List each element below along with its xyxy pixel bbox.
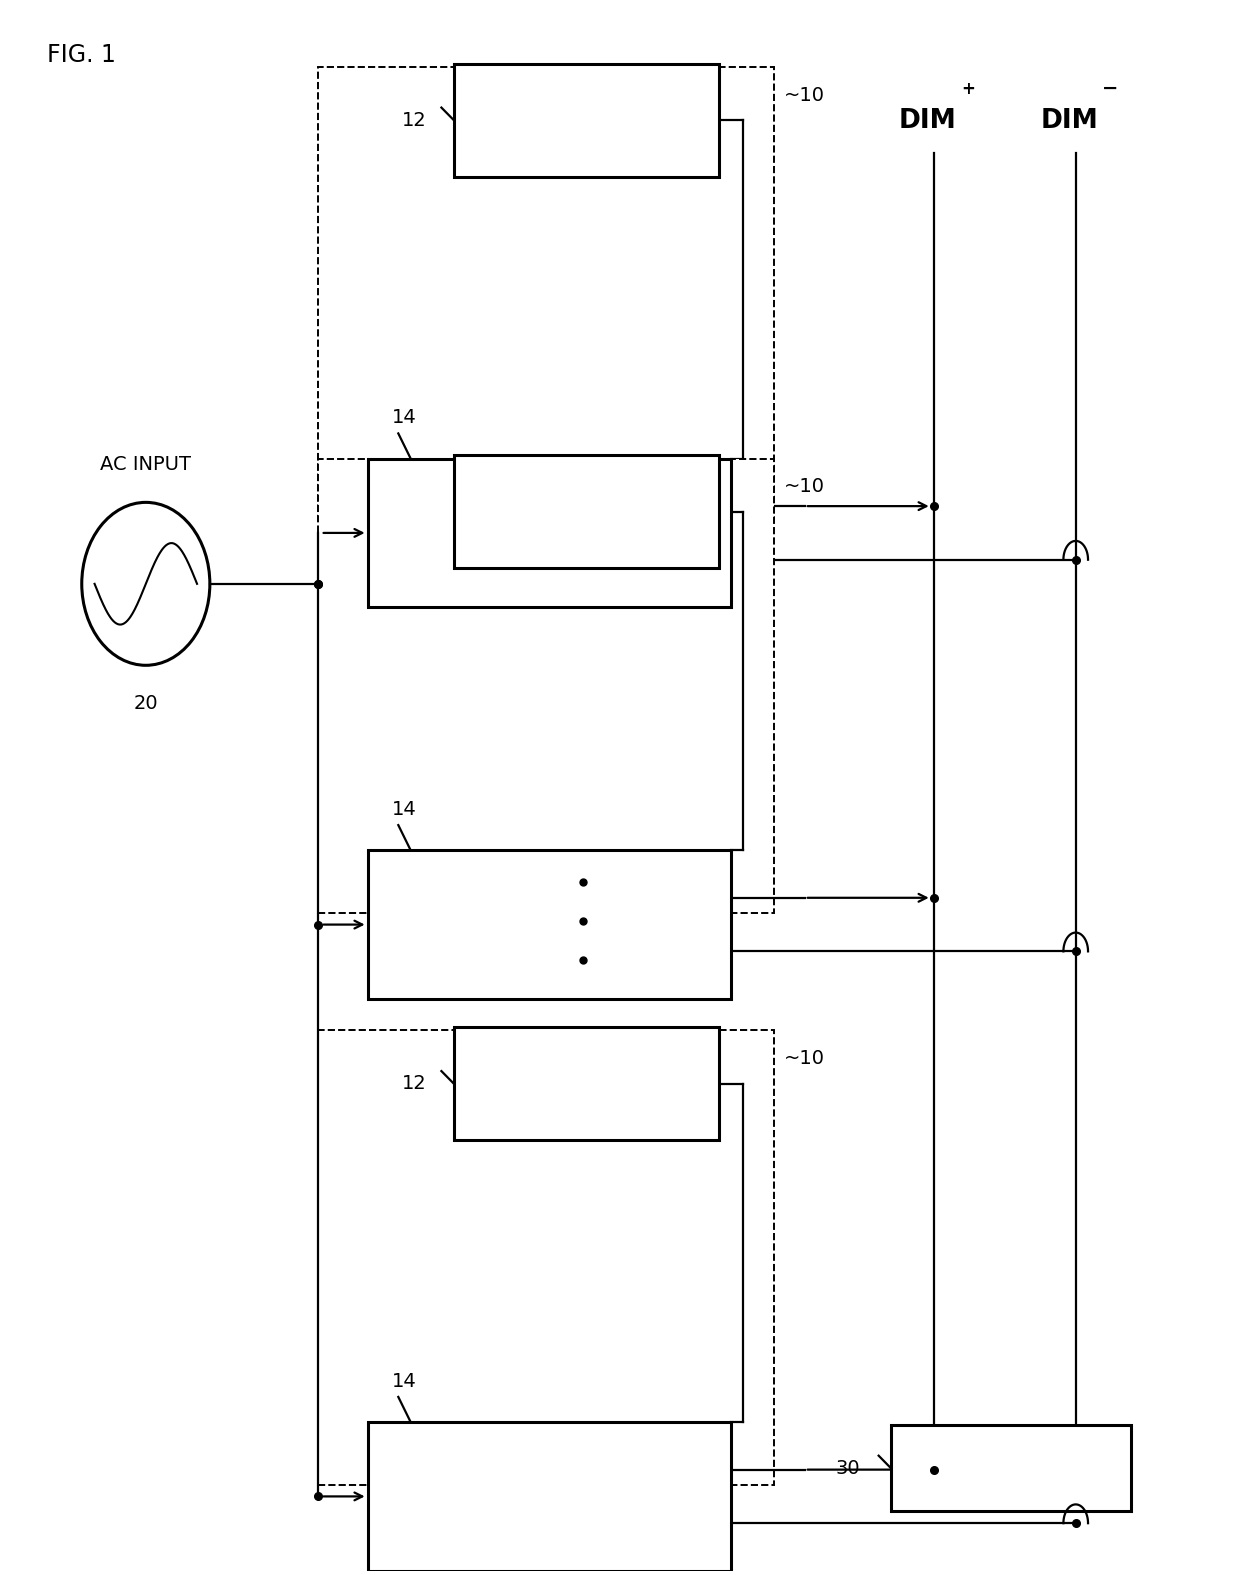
FancyBboxPatch shape bbox=[319, 66, 774, 521]
Text: LED ARRAY: LED ARRAY bbox=[532, 110, 640, 129]
Text: 20: 20 bbox=[134, 693, 159, 712]
Text: ~10: ~10 bbox=[784, 477, 825, 496]
Text: DIMMER: DIMMER bbox=[971, 1458, 1052, 1477]
FancyBboxPatch shape bbox=[319, 1030, 774, 1485]
Text: DIMMING CIRCUIT: DIMMING CIRCUIT bbox=[451, 1512, 647, 1531]
FancyBboxPatch shape bbox=[367, 850, 730, 999]
Text: ~10: ~10 bbox=[784, 1049, 825, 1068]
Text: ~10: ~10 bbox=[784, 85, 825, 104]
Text: DIM: DIM bbox=[1040, 109, 1099, 134]
Text: 14: 14 bbox=[392, 800, 417, 819]
FancyBboxPatch shape bbox=[319, 458, 774, 914]
Text: −: − bbox=[1102, 79, 1118, 98]
Text: UNISOLATED: UNISOLATED bbox=[480, 893, 619, 912]
Text: 14: 14 bbox=[392, 1372, 417, 1391]
FancyBboxPatch shape bbox=[454, 455, 718, 569]
Text: AC INPUT: AC INPUT bbox=[100, 455, 191, 474]
Text: 30: 30 bbox=[836, 1458, 861, 1477]
Text: +: + bbox=[962, 80, 976, 98]
Text: 12: 12 bbox=[402, 502, 427, 521]
Text: DIMMING CIRCUIT: DIMMING CIRCUIT bbox=[451, 548, 647, 567]
FancyBboxPatch shape bbox=[367, 1422, 730, 1570]
Text: LED ARRAY: LED ARRAY bbox=[532, 1074, 640, 1093]
FancyBboxPatch shape bbox=[367, 458, 730, 608]
Text: LED ARRAY: LED ARRAY bbox=[532, 502, 640, 521]
Text: UNISOLATED: UNISOLATED bbox=[480, 501, 619, 520]
Text: DIM: DIM bbox=[899, 109, 957, 134]
FancyBboxPatch shape bbox=[454, 1027, 718, 1140]
Text: FIG. 1: FIG. 1 bbox=[47, 44, 117, 68]
Text: UNISOLATED: UNISOLATED bbox=[480, 1465, 619, 1484]
Text: DIMMING CIRCUIT: DIMMING CIRCUIT bbox=[451, 940, 647, 959]
Text: 12: 12 bbox=[402, 110, 427, 129]
FancyBboxPatch shape bbox=[892, 1425, 1131, 1512]
FancyBboxPatch shape bbox=[454, 63, 718, 176]
Text: 12: 12 bbox=[402, 1074, 427, 1093]
Text: 14: 14 bbox=[392, 408, 417, 427]
